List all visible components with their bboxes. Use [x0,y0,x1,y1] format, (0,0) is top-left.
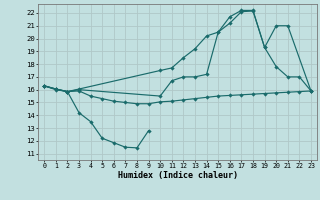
X-axis label: Humidex (Indice chaleur): Humidex (Indice chaleur) [118,171,238,180]
